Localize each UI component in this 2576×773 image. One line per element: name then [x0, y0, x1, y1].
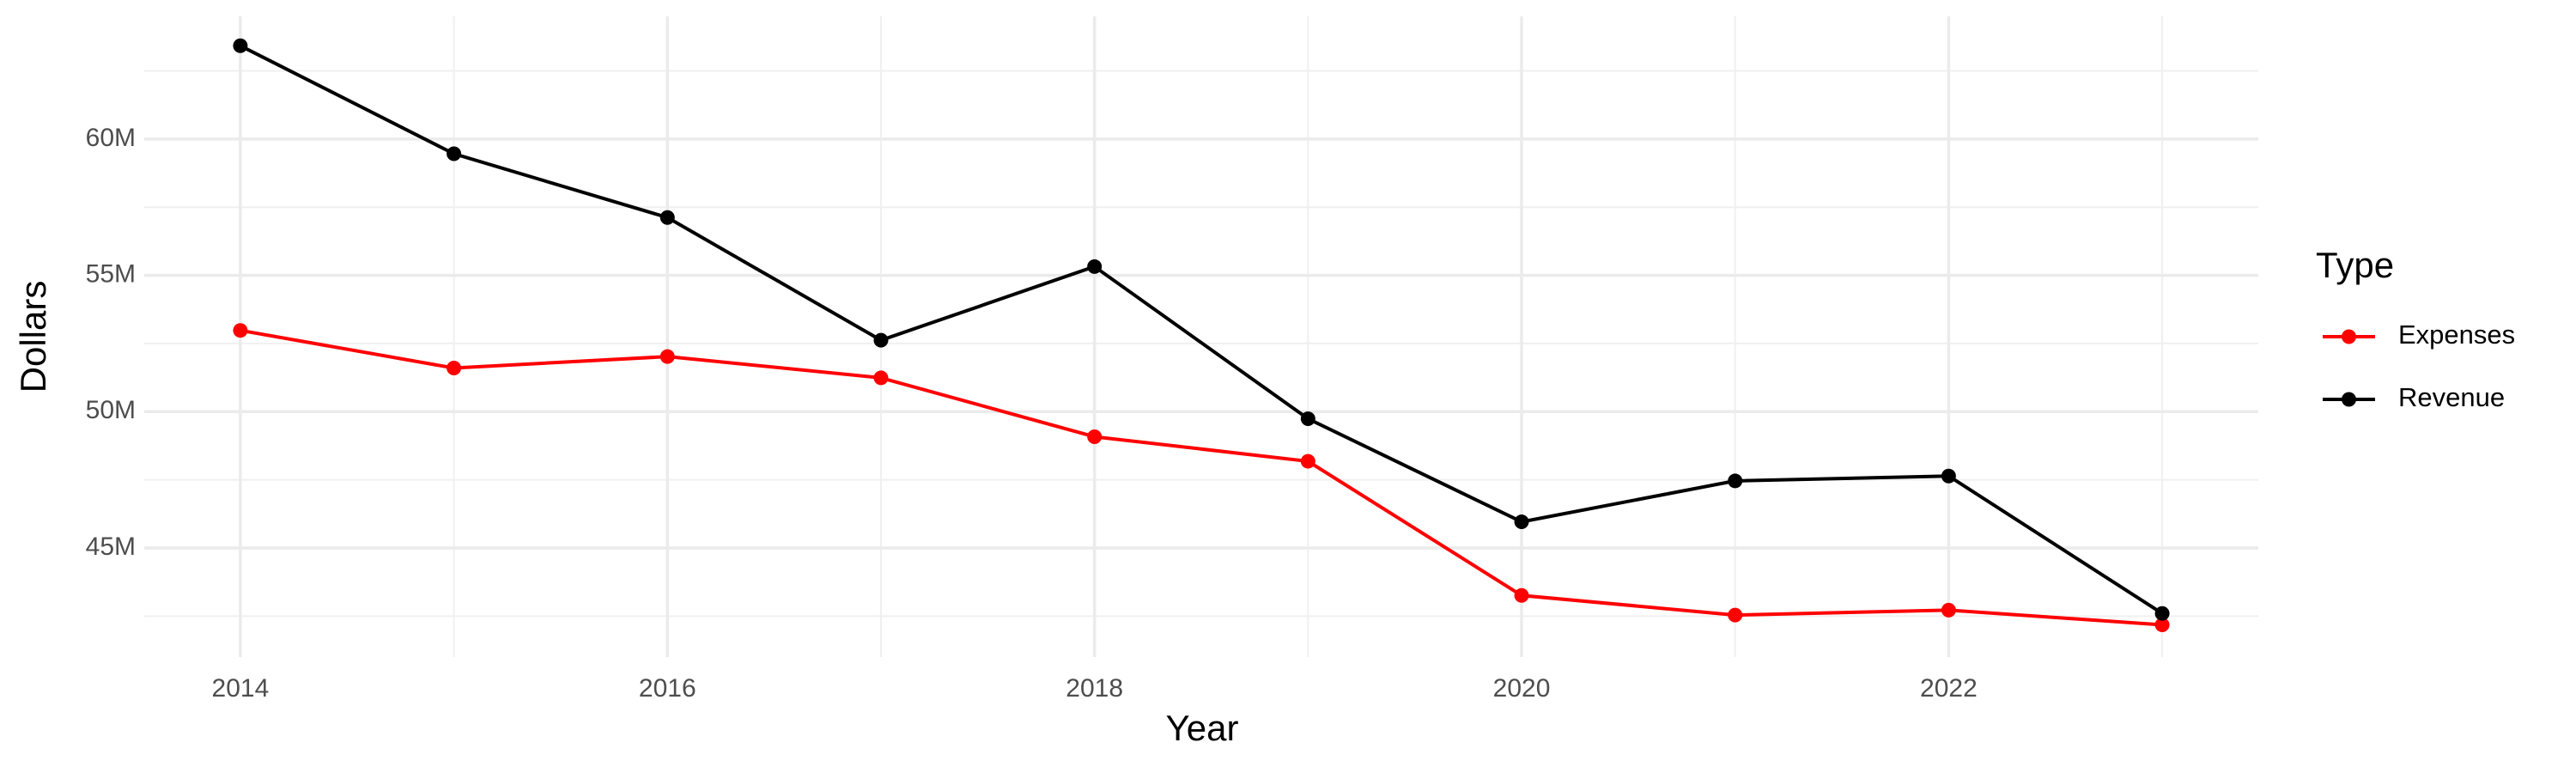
legend-title: Type [2316, 245, 2394, 285]
data-point [659, 210, 675, 225]
data-point [659, 349, 675, 364]
data-point [1941, 468, 1956, 484]
legend-swatch-point [2342, 392, 2356, 407]
x-axis-title: Year [1166, 708, 1239, 748]
data-point [2154, 606, 2170, 621]
legend-label: Expenses [2398, 320, 2515, 350]
data-point [873, 332, 889, 348]
data-point [1087, 259, 1103, 274]
data-point [447, 361, 462, 376]
y-tick-label: 55M [86, 259, 136, 288]
x-tick-label: 2020 [1493, 674, 1551, 703]
data-point [2154, 618, 2170, 633]
data-point [1300, 453, 1315, 469]
data-point [233, 38, 248, 53]
x-tick-label: 2016 [639, 674, 696, 703]
data-point [1300, 411, 1315, 427]
x-tick-label: 2018 [1066, 674, 1123, 703]
data-point [1087, 429, 1103, 445]
x-tick-label: 2014 [212, 674, 270, 703]
data-point [1728, 607, 1743, 623]
series-line [240, 328, 2163, 627]
data-point [1514, 514, 1529, 530]
legend-label: Revenue [2398, 382, 2505, 412]
grid [144, 16, 2258, 657]
series-line [240, 44, 2164, 615]
x-tick-label: 2022 [1920, 674, 1978, 703]
data-point [1728, 473, 1743, 489]
y-tick-label: 60M [86, 124, 136, 152]
y-tick-label: 50M [86, 396, 136, 424]
data-point [447, 146, 462, 161]
data-point [1514, 587, 1529, 603]
legend-swatch-point [2342, 329, 2356, 344]
data-point [1941, 602, 1956, 618]
data-point [233, 323, 248, 338]
data-point [873, 370, 889, 386]
y-axis-title: Dollars [13, 281, 53, 393]
y-tick-label: 45M [86, 533, 136, 561]
plot [233, 38, 2170, 633]
